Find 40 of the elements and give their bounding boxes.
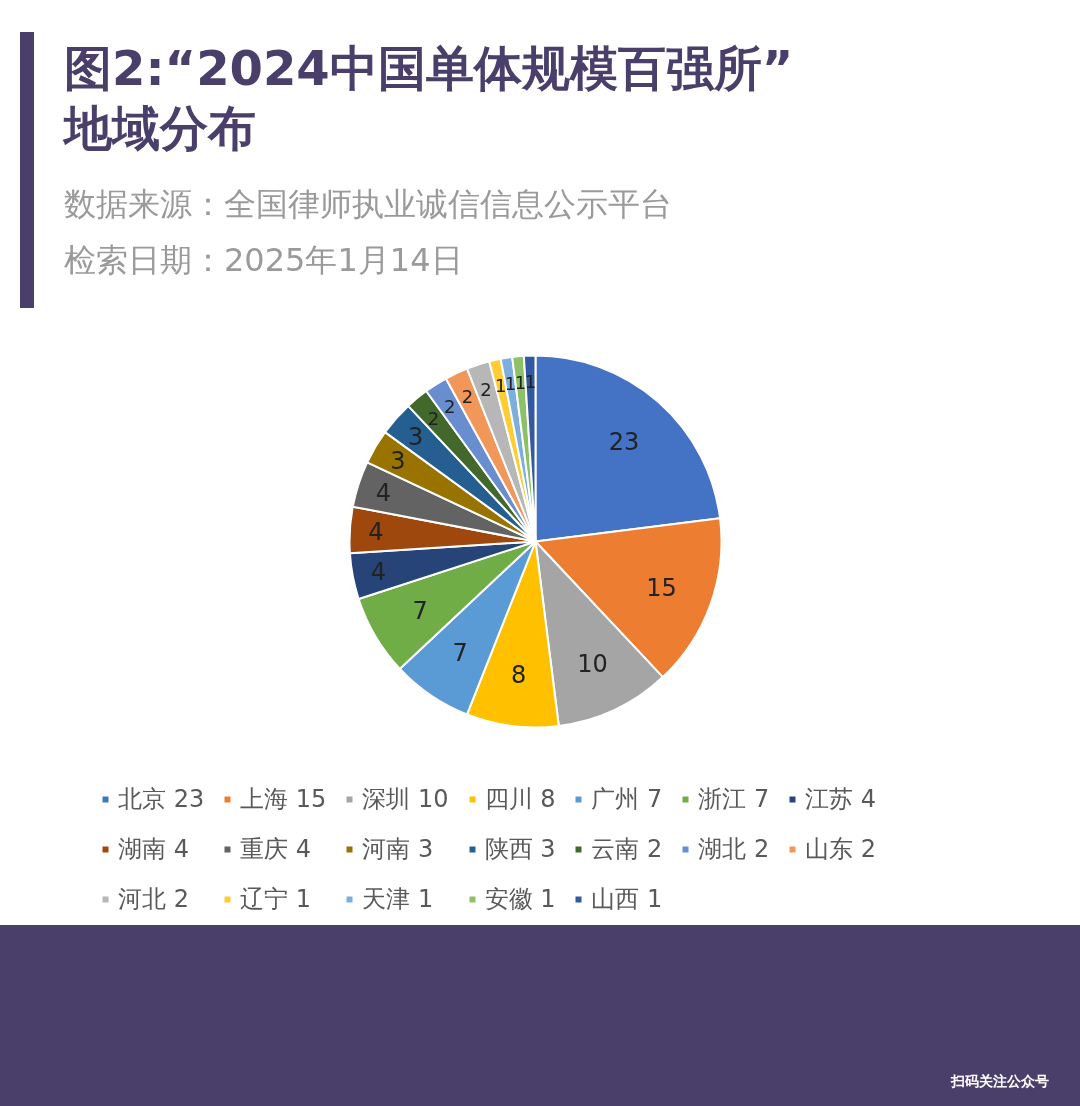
legend-label: 河北 2 [118,884,189,915]
legend-label: 山东 2 [805,834,877,865]
chart-subtitle: 数据来源：全国律师执业诚信信息公示平台 [64,184,673,225]
data-label: 3 [407,422,424,451]
data-label: 15 [646,573,677,602]
picture-footer-band: 扫码关注公众号 [0,925,1080,1106]
data-label: 4 [375,479,392,508]
legend-label: 湖南 4 [118,834,189,865]
data-label: 2 [427,407,440,429]
legend-label: 天津 1 [362,884,434,915]
legend-label: 深圳 10 [362,784,449,815]
legend-label: 山西 1 [591,884,663,915]
legend-label: 江苏 4 [805,784,877,815]
legend-label: 云南 2 [591,834,663,865]
data-label: 2 [480,378,492,400]
text: 检索日期：2025年1月14日 [64,240,464,281]
chart-title: 图2:“2024中国单体规模百强所” 地域分布 [64,39,794,158]
data-label: 2 [461,386,474,408]
data-label: 4 [368,518,384,547]
data-label: 1 [504,373,517,395]
legend-label: 浙江 7 [698,784,770,815]
data-label: 10 [577,649,608,678]
legend-label: 辽宁 1 [240,884,312,915]
legend-label: 河南 3 [362,834,434,865]
legend-label: 上海 15 [240,784,327,815]
data-label: 4 [370,558,387,587]
legend-label: 安徽 1 [484,884,556,915]
legend-label: 湖北 2 [698,834,770,865]
legend-label: 重庆 4 [240,834,312,865]
data-label: 2 [444,395,456,417]
legend-label: 北京 23 [118,784,205,815]
data-label: 23 [608,428,640,457]
data-label: 7 [412,596,428,625]
legend-label: 陕西 3 [484,834,556,865]
data-label: 7 [452,639,468,668]
data-label: 1 [494,374,507,396]
legend-label: 四川 8 [484,784,556,815]
data-label: 8 [511,661,527,690]
legend-label: 广州 7 [591,784,663,815]
data-label: 3 [390,447,406,476]
